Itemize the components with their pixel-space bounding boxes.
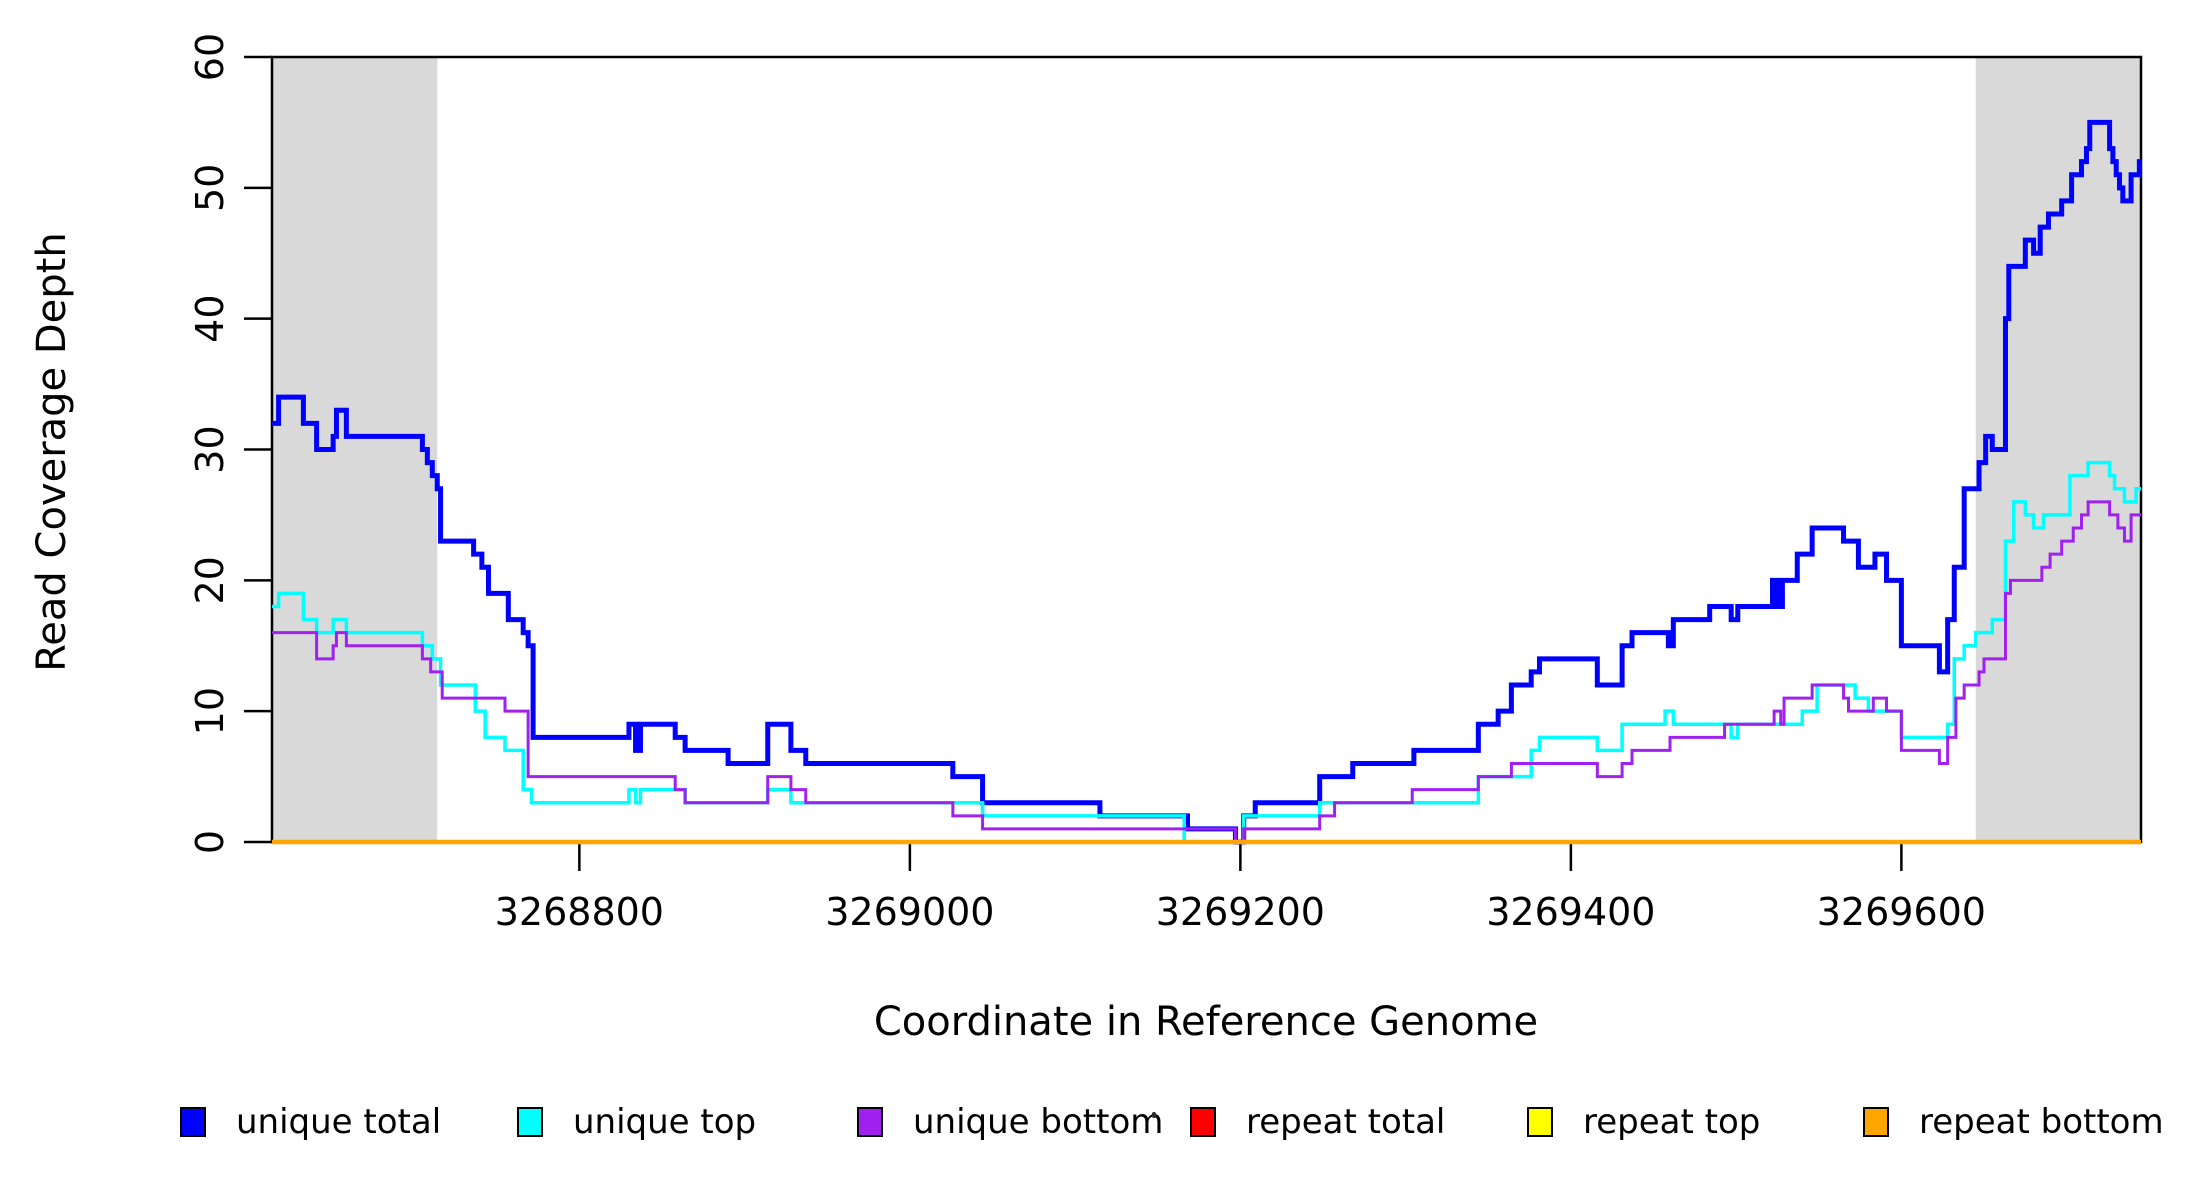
x-tick-label: 3268800	[495, 890, 664, 934]
shaded-region	[272, 57, 438, 842]
legend-label: unique bottom	[913, 1102, 1164, 1142]
legend-item-unique-total: unique total	[180, 1098, 441, 1146]
y-axis-title: Read Coverage Depth	[29, 232, 75, 672]
legend-label: unique top	[573, 1102, 757, 1142]
y-tick-label: 10	[188, 687, 232, 735]
legend-label: repeat bottom	[1919, 1102, 2164, 1142]
legend-item-unique-bottom: unique bottom	[857, 1098, 1163, 1146]
series-unique-top	[272, 460, 2141, 844]
repeat-top-swatch-icon	[1527, 1107, 1553, 1137]
x-tick-label: 3269600	[1817, 890, 1986, 934]
unique-top-swatch-icon	[517, 1107, 543, 1137]
legend-item-unique-top: unique top	[517, 1098, 756, 1146]
series-unique-bottom	[272, 500, 2141, 844]
x-tick-label: 3269000	[825, 890, 994, 934]
legend: unique total unique top unique bottom re…	[0, 1098, 2200, 1158]
repeat-total-swatch-icon	[1190, 1107, 1216, 1137]
legend-item-repeat-top: repeat top	[1527, 1098, 1760, 1146]
y-tick-label: 30	[188, 425, 232, 473]
stray-mark	[1152, 1112, 1156, 1118]
y-tick-label: 20	[188, 556, 232, 604]
repeat-bottom-swatch-icon	[1863, 1107, 1889, 1137]
plot-border	[270, 55, 2143, 844]
legend-label: unique total	[236, 1102, 442, 1142]
series-unique-total	[272, 119, 2142, 845]
unique-total-swatch-icon	[180, 1107, 206, 1137]
legend-label: repeat total	[1246, 1102, 1446, 1142]
x-tick-label: 3269400	[1486, 890, 1655, 934]
x-axis-title: Coordinate in Reference Genome	[873, 999, 1539, 1045]
y-tick-label: 50	[188, 164, 232, 212]
legend-item-repeat-total: repeat total	[1190, 1098, 1445, 1146]
legend-label: repeat top	[1583, 1102, 1761, 1142]
y-tick-label: 40	[188, 294, 232, 342]
y-tick-label: 0	[188, 830, 232, 854]
y-tick-label: 60	[188, 33, 232, 81]
unique-bottom-swatch-icon	[857, 1107, 883, 1137]
x-tick-label: 3269200	[1156, 890, 1325, 934]
legend-item-repeat-bottom: repeat bottom	[1863, 1098, 2164, 1146]
